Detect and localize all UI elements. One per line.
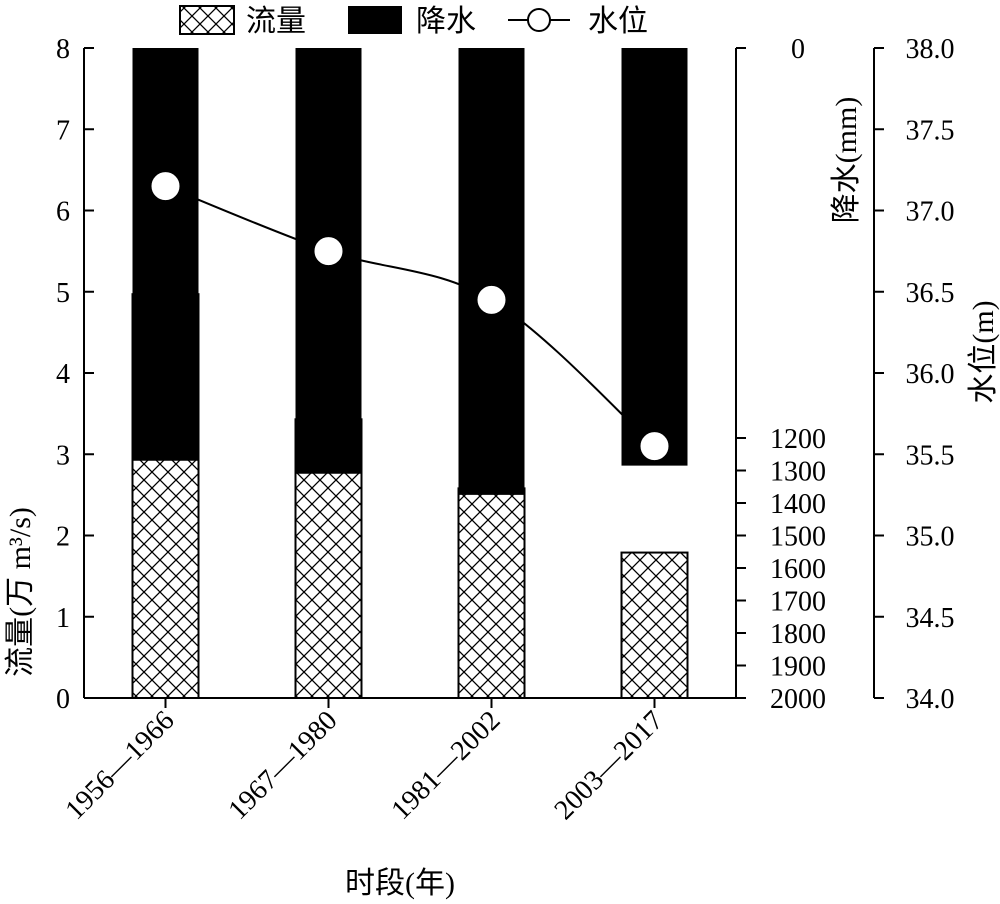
right-axis-tick-label: 35.0 [906, 522, 955, 553]
water-level-line-layer [149, 170, 671, 463]
right-axis-tick-label: 37.5 [906, 115, 955, 146]
middle-axis-tick-label: 2000 [770, 684, 826, 715]
middle-axis-tick-label: 0 [791, 34, 805, 65]
left-axis-tick-label: 4 [56, 359, 70, 390]
left-axis-tick-label: 3 [56, 440, 70, 471]
left-y-axis-title: 流量(万 m³/s) [4, 507, 37, 677]
left-axis-tick-label: 5 [56, 278, 70, 309]
right-axis-tick-label: 36.5 [906, 278, 955, 309]
flow-bar-3 [457, 487, 526, 699]
right-axis-tick-label: 38.0 [906, 34, 955, 65]
legend-label-level: 水位 [588, 5, 648, 38]
left-axis-tick-label: 8 [56, 34, 70, 65]
middle-axis-tick-label: 1400 [770, 489, 826, 520]
x-axis-title: 时段(年) [345, 867, 455, 900]
legend-swatch-flow [179, 5, 235, 35]
precip-bar-4 [621, 48, 688, 466]
category-label: 2003—2017 [549, 705, 670, 826]
water-level-line [165, 185, 656, 447]
right-y-axis-title: 水位(m) [967, 300, 1000, 403]
left-axis-tick-label: 2 [56, 522, 70, 553]
left-axis-tick-label: 0 [56, 684, 70, 715]
middle-axis-tick-label: 1500 [770, 522, 826, 553]
left-axis-tick-label: 1 [56, 603, 70, 634]
right-axis-tick-label: 35.5 [906, 440, 955, 471]
right-axis-tick-label: 36.0 [906, 359, 955, 390]
water-level-point-2 [312, 235, 345, 268]
legend-label-flow: 流量 [246, 5, 306, 38]
legend: 流量 降水 水位 [179, 5, 648, 38]
precip-bar-3 [458, 48, 525, 495]
middle-y-axis-title: 降水(mm) [830, 97, 863, 224]
right-axis-tick-label: 34.0 [906, 684, 955, 715]
left-axis-tick-label: 6 [56, 197, 70, 228]
middle-axis-tick-label: 1800 [770, 619, 826, 650]
middle-axis-tick-label: 1600 [770, 554, 826, 585]
water-level-point-4 [638, 430, 671, 463]
right-axis-tick-label: 37.0 [906, 197, 955, 228]
category-label: 1967—1980 [223, 705, 344, 826]
left-axis-tick-label: 7 [56, 115, 70, 146]
bars-layer [131, 48, 689, 699]
legend-label-precip: 降水 [416, 5, 476, 38]
middle-axis-tick-label: 1900 [770, 652, 826, 683]
middle-axis-tick-label: 1200 [770, 424, 826, 455]
middle-axis-tick-label: 1300 [770, 457, 826, 488]
right-axis-tick-label: 34.5 [906, 603, 955, 634]
water-level-point-3 [475, 283, 508, 316]
legend-marker-level [527, 8, 551, 32]
legend-swatch-precip [348, 6, 402, 34]
water-level-point-1 [149, 170, 182, 203]
flow-bar-4 [620, 551, 689, 699]
category-label: 1981—2002 [386, 705, 507, 826]
category-label: 1956—1966 [60, 705, 181, 826]
middle-axis-tick-label: 1700 [770, 587, 826, 618]
precip-bar-1 [132, 48, 199, 461]
